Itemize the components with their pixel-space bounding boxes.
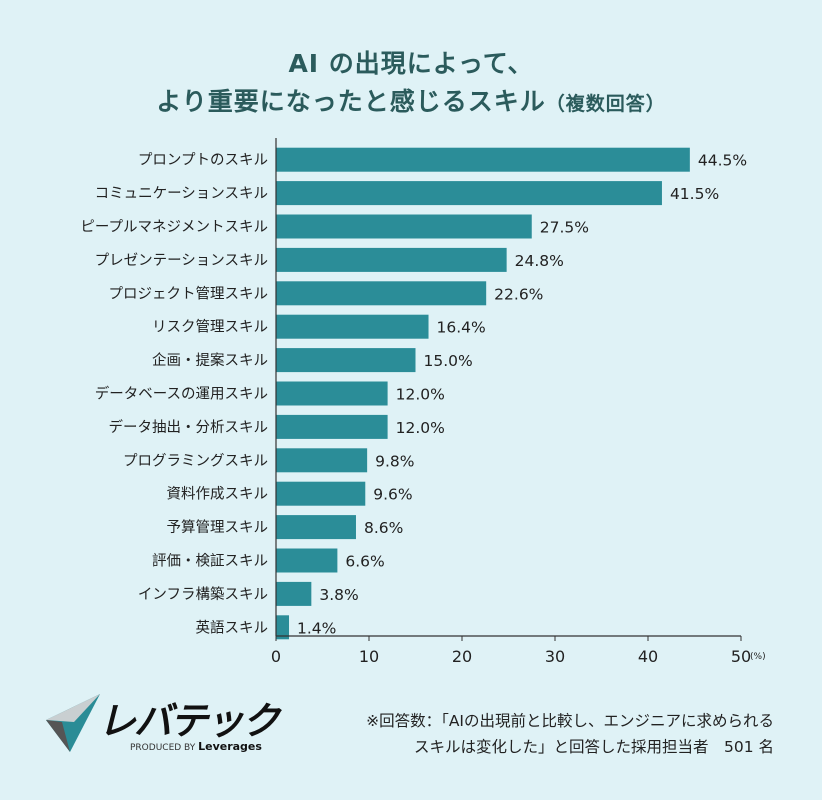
logo-name: レバテック	[98, 699, 280, 743]
bar	[276, 281, 487, 306]
x-tick-label: 50	[731, 647, 751, 666]
data-label: 8.6%	[364, 519, 403, 537]
bar	[276, 314, 429, 339]
category-label: 評価・検証スキル	[152, 553, 268, 570]
bar	[276, 448, 368, 473]
note-line2: スキルは変化した」と回答した採用担当者 501 名	[413, 738, 774, 756]
data-label: 1.4%	[297, 619, 336, 637]
bar	[276, 414, 388, 439]
bar	[276, 515, 356, 540]
data-label: 12.0%	[396, 386, 445, 404]
data-label: 9.6%	[373, 486, 412, 504]
category-label: プロジェクト管理スキル	[109, 285, 269, 302]
chart-title-main: より重要になったと感じるスキル	[156, 87, 546, 116]
bar	[276, 481, 366, 506]
data-label: 9.8%	[375, 452, 414, 470]
bar-chart: プロンプトのスキル 44.5% コミュニケーションスキル 41.5% ピープルマネジメン…	[80, 138, 766, 666]
bar	[276, 381, 388, 406]
respondent-note: ※回答数：「AIの出現前と比較し、エンジニアに求められる スキルは変化した」と回…	[366, 708, 774, 760]
bar	[276, 181, 662, 206]
category-label: リスク管理スキル	[152, 319, 268, 336]
x-tick-label: 20	[452, 647, 472, 666]
bar	[276, 214, 532, 239]
x-tick-label: 40	[638, 647, 658, 666]
category-label: プレゼンテーションスキル	[95, 252, 268, 269]
x-tick-label: 0	[271, 647, 281, 666]
x-tick-label: 30	[545, 647, 565, 666]
bar	[276, 247, 507, 272]
data-label: 16.4%	[437, 319, 486, 337]
category-label: データ抽出・分析スキル	[109, 418, 269, 436]
data-label: 24.8%	[515, 252, 564, 270]
category-label: データベースの運用スキル	[95, 385, 268, 403]
category-label: インフラ構築スキル	[138, 585, 268, 603]
x-tick-label: 10	[359, 647, 379, 666]
data-label: 15.0%	[424, 352, 473, 370]
note-line1: ※回答数：「AIの出現前と比較し、エンジニアに求められる	[366, 712, 774, 730]
bar	[276, 548, 338, 573]
data-label: 22.6%	[494, 285, 543, 303]
bar	[276, 581, 312, 606]
data-label: 41.5%	[670, 185, 719, 203]
category-label: 資料作成スキル	[167, 486, 269, 503]
logo-mark-icon	[46, 694, 100, 752]
data-label: 27.5%	[540, 219, 589, 237]
data-label: 12.0%	[396, 419, 445, 437]
chart-title-line1: AI の出現によって、	[288, 49, 534, 78]
data-label: 44.5%	[698, 152, 747, 170]
bar	[276, 348, 416, 373]
category-label: 英語スキル	[196, 618, 269, 636]
chart-title-suffix: （複数回答）	[545, 93, 666, 115]
category-label: プログラミングスキル	[123, 452, 268, 469]
bar	[276, 615, 290, 640]
category-label: コミュニケーションスキル	[95, 185, 268, 202]
category-label: プロンプトのスキル	[138, 152, 268, 169]
chart-title-line2: より重要になったと感じるスキル（複数回答）	[0, 82, 822, 118]
category-label: 予算管理スキル	[167, 519, 269, 536]
data-label: 3.8%	[319, 586, 358, 604]
logo-produced-by: PRODUCED BY Leverages	[130, 740, 262, 753]
bar	[276, 147, 690, 172]
category-label: 企画・提案スキル	[152, 351, 268, 369]
category-label: ピープルマネジメントスキル	[80, 219, 268, 236]
x-unit-label: (%)	[750, 652, 766, 662]
data-label: 6.6%	[345, 553, 384, 571]
